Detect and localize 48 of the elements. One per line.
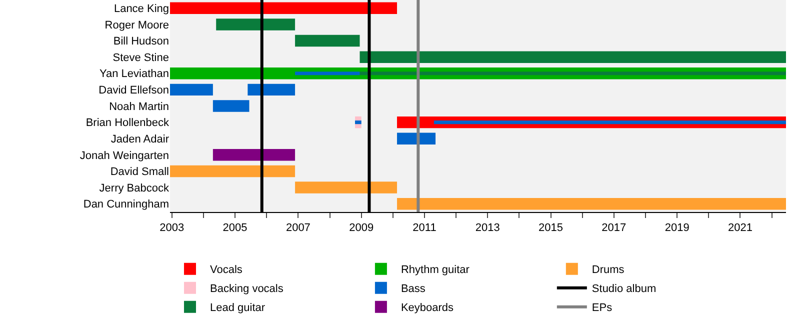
x-tick-label: 2011 xyxy=(412,222,436,234)
x-tick-label: 2005 xyxy=(222,222,248,234)
y-tick-label: Jerry Babcock xyxy=(99,182,170,194)
legend-label: Vocals xyxy=(210,264,243,276)
x-tick-label: 2009 xyxy=(349,222,374,234)
y-tick-label: Roger Moore xyxy=(104,19,169,32)
y-tick-label: Jonah Weingarten xyxy=(80,150,169,162)
x-tick-label: 2003 xyxy=(160,222,184,234)
y-tick-label: Steve Stine xyxy=(112,52,169,64)
bar xyxy=(360,51,786,63)
bar xyxy=(295,72,360,76)
x-tick-label: 2019 xyxy=(664,222,690,234)
x-tick-label: 2013 xyxy=(475,222,500,234)
y-tick-label: David Ellefson xyxy=(98,84,169,97)
x-tick-label: 2015 xyxy=(538,222,564,234)
y-tick-label: Jaden Adair xyxy=(110,133,170,146)
bar xyxy=(170,84,213,96)
legend-label: Studio album xyxy=(592,283,656,296)
bar xyxy=(295,34,360,47)
y-tick-label: Lance King xyxy=(114,3,169,15)
x-tick-label: 2017 xyxy=(602,222,626,234)
y-tick-label: Bill Hudson xyxy=(113,36,169,48)
bar xyxy=(170,2,398,14)
legend-label: Bass xyxy=(400,283,426,296)
legend-label: Backing vocals xyxy=(210,283,284,296)
y-tick-label: Brian Hollenbeck xyxy=(86,117,170,130)
legend-label: Rhythm guitar xyxy=(400,264,470,276)
bar xyxy=(355,120,362,124)
y-tick-label: David Small xyxy=(110,166,169,178)
x-tick-label: 2007 xyxy=(286,222,310,234)
y-tick-label: Dan Cunningham xyxy=(83,198,169,211)
legend-label: EPs xyxy=(592,302,613,314)
bar xyxy=(216,18,296,30)
bar xyxy=(434,120,786,124)
bar xyxy=(397,198,786,210)
bar xyxy=(360,72,786,76)
y-tick-label: Yan Leviathan xyxy=(99,68,169,80)
bar xyxy=(295,182,398,194)
bar xyxy=(248,84,296,96)
y-tick-label: Noah Martin xyxy=(109,100,169,113)
legend-label: Drums xyxy=(592,264,625,276)
x-tick-label: 2021 xyxy=(728,222,752,234)
legend-label: Keyboards xyxy=(400,302,454,314)
bar xyxy=(170,165,296,178)
bar xyxy=(212,149,296,161)
bar xyxy=(397,132,436,144)
bar xyxy=(212,100,250,112)
legend-label: Lead guitar xyxy=(210,302,266,314)
